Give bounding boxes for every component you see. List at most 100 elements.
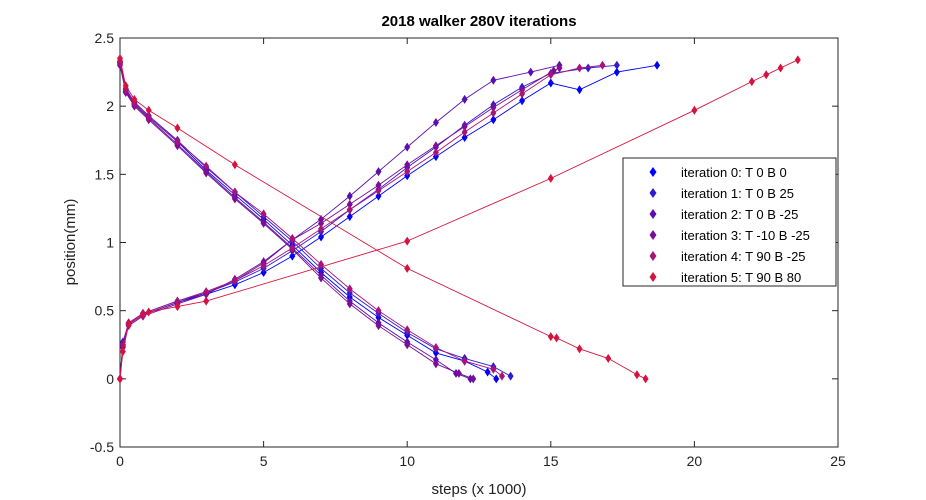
legend-marker xyxy=(649,188,657,198)
data-point xyxy=(231,160,238,170)
data-point xyxy=(527,67,534,77)
y-axis-label: position(mm) xyxy=(62,199,79,286)
legend-marker xyxy=(649,272,657,282)
data-point xyxy=(404,160,411,170)
data-point xyxy=(553,333,560,343)
axis-ticks: 0 5 10 15 20 25-0.500.511.522.5 xyxy=(90,30,846,469)
x-axis-label: steps (x 1000) xyxy=(431,481,526,498)
data-point xyxy=(346,284,353,294)
data-point xyxy=(318,232,325,242)
data-point xyxy=(585,63,592,73)
data-point xyxy=(432,141,439,151)
data-point xyxy=(203,161,210,171)
data-point xyxy=(576,63,583,73)
y-tick-label: 0.5 xyxy=(95,303,115,319)
data-point xyxy=(461,122,468,132)
data-point xyxy=(289,243,296,253)
data-point xyxy=(318,224,325,234)
legend-box xyxy=(622,157,837,287)
data-point xyxy=(404,263,411,273)
data-point xyxy=(519,96,526,106)
data-point xyxy=(493,374,500,384)
data-point xyxy=(346,299,353,309)
y-tick-label: 1.5 xyxy=(95,166,115,182)
data-point xyxy=(519,89,526,99)
data-point xyxy=(432,118,439,128)
data-point xyxy=(613,60,620,70)
data-point xyxy=(375,321,382,331)
data-point xyxy=(490,364,497,374)
data-point xyxy=(119,347,126,357)
data-point xyxy=(203,287,210,297)
data-point xyxy=(461,127,468,137)
data-point xyxy=(346,212,353,222)
data-point xyxy=(576,344,583,354)
data-point xyxy=(375,186,382,196)
data-point xyxy=(404,236,411,246)
data-point xyxy=(289,251,296,261)
data-point xyxy=(260,209,267,219)
data-point xyxy=(145,112,152,122)
data-point xyxy=(404,340,411,350)
data-point xyxy=(174,296,181,306)
y-tick-label: 2 xyxy=(106,98,114,114)
data-point xyxy=(461,94,468,104)
data-point xyxy=(145,105,152,115)
data-point xyxy=(260,218,267,228)
legend-marker xyxy=(649,167,657,177)
data-point xyxy=(174,302,181,312)
series-layer xyxy=(117,53,801,384)
y-tick-label: 0 xyxy=(106,371,114,387)
legend-marker xyxy=(649,209,657,219)
data-point xyxy=(346,191,353,201)
data-point xyxy=(748,77,755,87)
data-point xyxy=(547,332,554,342)
data-point xyxy=(289,233,296,243)
data-point xyxy=(432,148,439,158)
data-point xyxy=(117,53,123,63)
x-tick-label: 15 xyxy=(543,453,559,469)
data-point xyxy=(507,371,514,381)
x-tick-label: 5 xyxy=(260,453,268,469)
data-point xyxy=(547,78,554,88)
data-point xyxy=(346,199,353,209)
series-line-down xyxy=(119,65,474,380)
data-point xyxy=(260,261,267,271)
data-point xyxy=(654,60,661,70)
data-point xyxy=(576,85,583,95)
data-point xyxy=(375,191,382,201)
data-point xyxy=(599,60,606,70)
legend-marker xyxy=(649,230,657,240)
data-point xyxy=(404,167,411,177)
legend-label: iteration 5: T 90 B 80 xyxy=(681,270,801,285)
data-point xyxy=(490,115,497,125)
data-point xyxy=(605,353,612,363)
data-point xyxy=(763,70,770,80)
data-point xyxy=(547,173,554,183)
data-point xyxy=(231,276,238,286)
data-point xyxy=(404,142,411,152)
y-tick-label: -0.5 xyxy=(90,439,114,455)
data-point xyxy=(122,81,129,91)
data-point xyxy=(139,310,146,320)
series-line-up xyxy=(119,59,798,379)
data-point xyxy=(613,67,620,77)
x-tick-label: 0 xyxy=(116,453,124,469)
legend-label: iteration 3: T -10 B -25 xyxy=(681,228,810,243)
data-point xyxy=(125,319,132,329)
data-point xyxy=(547,70,554,80)
data-point xyxy=(346,205,353,215)
data-point xyxy=(404,325,411,335)
data-point xyxy=(470,374,477,384)
data-point xyxy=(794,55,801,65)
series-line-down xyxy=(119,63,471,380)
series-4 xyxy=(117,58,606,384)
legend-label: iteration 4: T 90 B -25 xyxy=(681,249,806,264)
data-point xyxy=(642,374,649,384)
data-point xyxy=(231,187,238,197)
data-point xyxy=(174,123,181,133)
data-point xyxy=(432,342,439,352)
data-point xyxy=(318,218,325,228)
data-point xyxy=(461,133,468,143)
